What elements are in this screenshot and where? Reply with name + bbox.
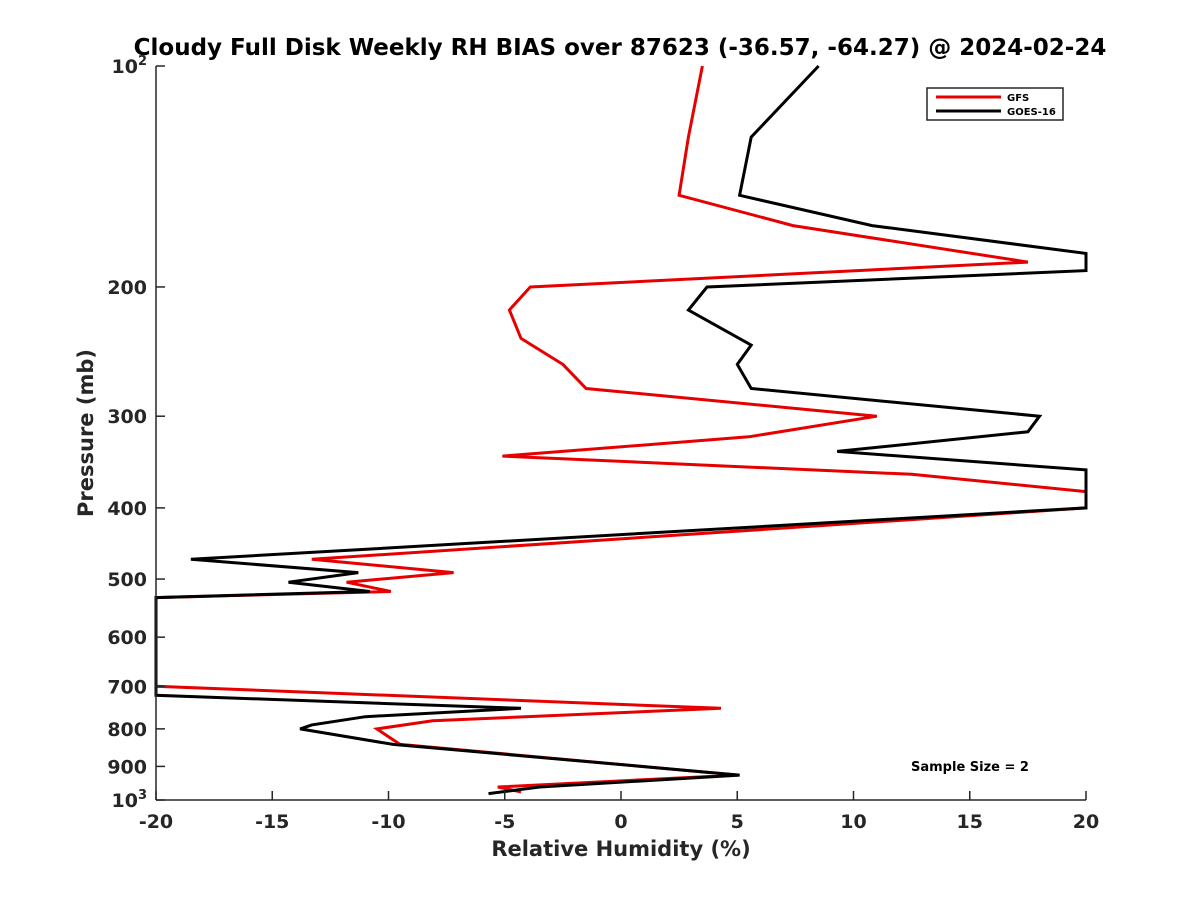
- legend: GFS GOES-16: [926, 87, 1064, 121]
- y-tick-label: 800: [107, 719, 147, 741]
- x-tick-label: 20: [1073, 811, 1099, 833]
- y-tick-label: 103: [112, 788, 148, 812]
- legend-box: [926, 87, 1064, 121]
- sample-size-annotation: Sample Size = 2: [911, 760, 1029, 775]
- x-tick-label: -10: [371, 811, 405, 833]
- y-tick-label: 900: [107, 756, 147, 778]
- y-tick-label: 700: [107, 676, 147, 698]
- y-tick-label: 102: [112, 54, 148, 78]
- x-tick-label: 0: [614, 811, 627, 833]
- y-ticks: 102 200 300 400 500 600 700 800 900 103: [107, 54, 165, 812]
- x-tick-label: -20: [139, 811, 173, 833]
- x-tick-label: 5: [731, 811, 744, 833]
- y-axis-label: Pressure (mb): [74, 349, 98, 517]
- y-tick-label: 200: [107, 277, 147, 299]
- y-tick-label: 600: [107, 627, 147, 649]
- series-layer: [154, 64, 1088, 796]
- x-ticks: -20 -15 -10 -5 0 5 10 15 20: [139, 791, 1099, 833]
- legend-label-gfs: GFS: [1007, 93, 1029, 104]
- y-tick-label: 400: [107, 498, 147, 520]
- y-tick-label: 500: [107, 569, 147, 591]
- x-tick-label: 15: [957, 811, 983, 833]
- series-line-goes16: [154, 64, 1088, 796]
- x-tick-label: -5: [494, 811, 515, 833]
- chart-title: Cloudy Full Disk Weekly RH BIAS over 876…: [134, 35, 1107, 61]
- y-tick-label: 300: [107, 406, 147, 428]
- x-axis-label: Relative Humidity (%): [491, 837, 750, 861]
- x-tick-label: 10: [840, 811, 866, 833]
- legend-label-goes16: GOES-16: [1007, 107, 1056, 118]
- x-tick-label: -15: [255, 811, 289, 833]
